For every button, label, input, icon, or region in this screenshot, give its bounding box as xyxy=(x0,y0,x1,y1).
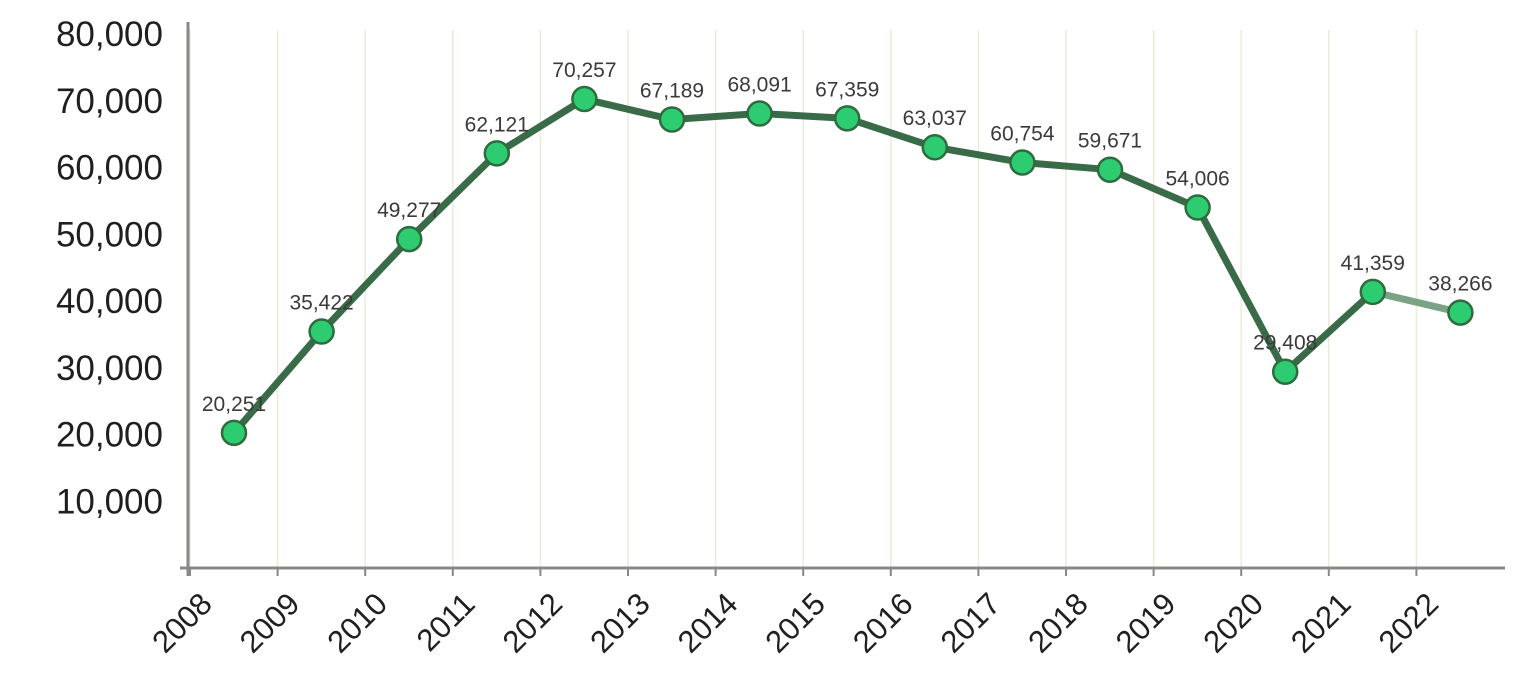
data-label-2015: 67,359 xyxy=(815,78,879,101)
data-label-2011: 62,121 xyxy=(465,113,529,136)
data-label-2019: 54,006 xyxy=(1165,168,1229,191)
x-tick-label-2018: 2018 xyxy=(1021,586,1095,660)
data-label-2014: 68,091 xyxy=(727,73,791,96)
x-tick-label-2017: 2017 xyxy=(934,586,1008,660)
y-tick-label: 80,000 xyxy=(56,15,163,54)
data-point-2015 xyxy=(833,105,861,132)
line-segment-2015-2016 xyxy=(843,114,939,151)
x-tick-label-2022: 2022 xyxy=(1372,586,1446,660)
line-segment-2009-2010 xyxy=(318,235,413,336)
data-point-2008 xyxy=(220,419,248,447)
data-point-2010 xyxy=(395,225,423,253)
x-tick-label-2021: 2021 xyxy=(1284,586,1358,660)
x-tick-label-2008: 2008 xyxy=(145,586,219,660)
data-point-2019 xyxy=(1184,194,1211,221)
data-label-2013: 67,189 xyxy=(640,80,704,103)
x-axis-tick-labels: 2008 2009 2010 2011 2012 2013 2014 2015 2016 2017… xyxy=(145,568,1445,660)
line-segment-2010-2011 xyxy=(405,149,501,243)
line-segment-2013-2014 xyxy=(668,109,764,124)
data-point-2017 xyxy=(1009,149,1036,176)
data-point-2012 xyxy=(571,85,598,113)
data-labels: 20,251 35,422 49,277 62,121 70,257 67,189 68,0… xyxy=(202,59,1493,416)
line-segment-2016-2017 xyxy=(931,143,1026,166)
y-tick-label: 10,000 xyxy=(56,482,163,521)
x-tick-label-2009: 2009 xyxy=(233,586,307,660)
data-point-2011 xyxy=(483,140,511,167)
data-label-2022: 38,266 xyxy=(1428,273,1492,296)
data-point-2009 xyxy=(308,318,335,345)
data-label-2012: 70,257 xyxy=(552,59,616,82)
line-segment-2018-2019 xyxy=(1106,166,1202,212)
line-segment-2012-2013 xyxy=(580,95,676,124)
y-tick-label: 30,000 xyxy=(56,349,163,388)
data-label-2021: 41,359 xyxy=(1341,252,1405,275)
x-tick-label-2020: 2020 xyxy=(1196,586,1270,660)
vertical-gridlines xyxy=(189,30,1418,568)
series-markers xyxy=(220,85,1474,447)
y-tick-label: 40,000 xyxy=(56,282,163,321)
line-segment-2011-2012 xyxy=(493,95,588,157)
data-point-2022 xyxy=(1447,299,1474,326)
data-label-2009: 35,422 xyxy=(289,292,353,315)
y-tick-label: 70,000 xyxy=(56,82,163,121)
x-tick-label-2014: 2014 xyxy=(671,586,745,660)
x-tick-label-2019: 2019 xyxy=(1109,586,1183,660)
data-label-2010: 49,277 xyxy=(377,199,441,222)
y-axis-tick-labels: 10,000 20,000 30,000 40,000 50,000 60,000 70,0… xyxy=(56,15,163,521)
x-tick-label-2016: 2016 xyxy=(846,586,920,660)
x-tick-label-2012: 2012 xyxy=(496,586,570,660)
line-segment-2017-2018 xyxy=(1018,158,1114,174)
x-tick-label-2015: 2015 xyxy=(758,586,832,660)
y-tick-label: 20,000 xyxy=(56,416,163,455)
line-segment-2019-2020 xyxy=(1194,204,1289,376)
series-line xyxy=(230,95,1464,437)
data-point-2021 xyxy=(1359,278,1387,306)
data-label-2018: 59,671 xyxy=(1078,130,1142,153)
data-point-2014 xyxy=(746,100,773,127)
data-label-2020: 29,408 xyxy=(1253,332,1317,355)
line-segment-2021-2022 xyxy=(1369,288,1464,317)
data-point-2016 xyxy=(921,133,949,161)
data-point-2020 xyxy=(1271,358,1299,385)
x-tick-label-2010: 2010 xyxy=(320,586,394,660)
data-point-2018 xyxy=(1096,156,1124,183)
x-tick-label-2011: 2011 xyxy=(410,586,482,658)
data-label-2017: 60,754 xyxy=(990,122,1055,145)
line-segment-2014-2015 xyxy=(756,109,851,122)
y-tick-label: 50,000 xyxy=(56,215,163,254)
x-tick-label-2013: 2013 xyxy=(583,586,657,660)
line-segment-2008-2009 xyxy=(230,328,326,437)
data-label-2008: 20,251 xyxy=(202,393,266,416)
line-segment-2020-2021 xyxy=(1281,288,1377,376)
data-point-2013 xyxy=(658,106,686,133)
data-label-2016: 63,037 xyxy=(903,107,967,130)
axes xyxy=(180,22,1505,576)
y-tick-label: 60,000 xyxy=(56,149,163,188)
